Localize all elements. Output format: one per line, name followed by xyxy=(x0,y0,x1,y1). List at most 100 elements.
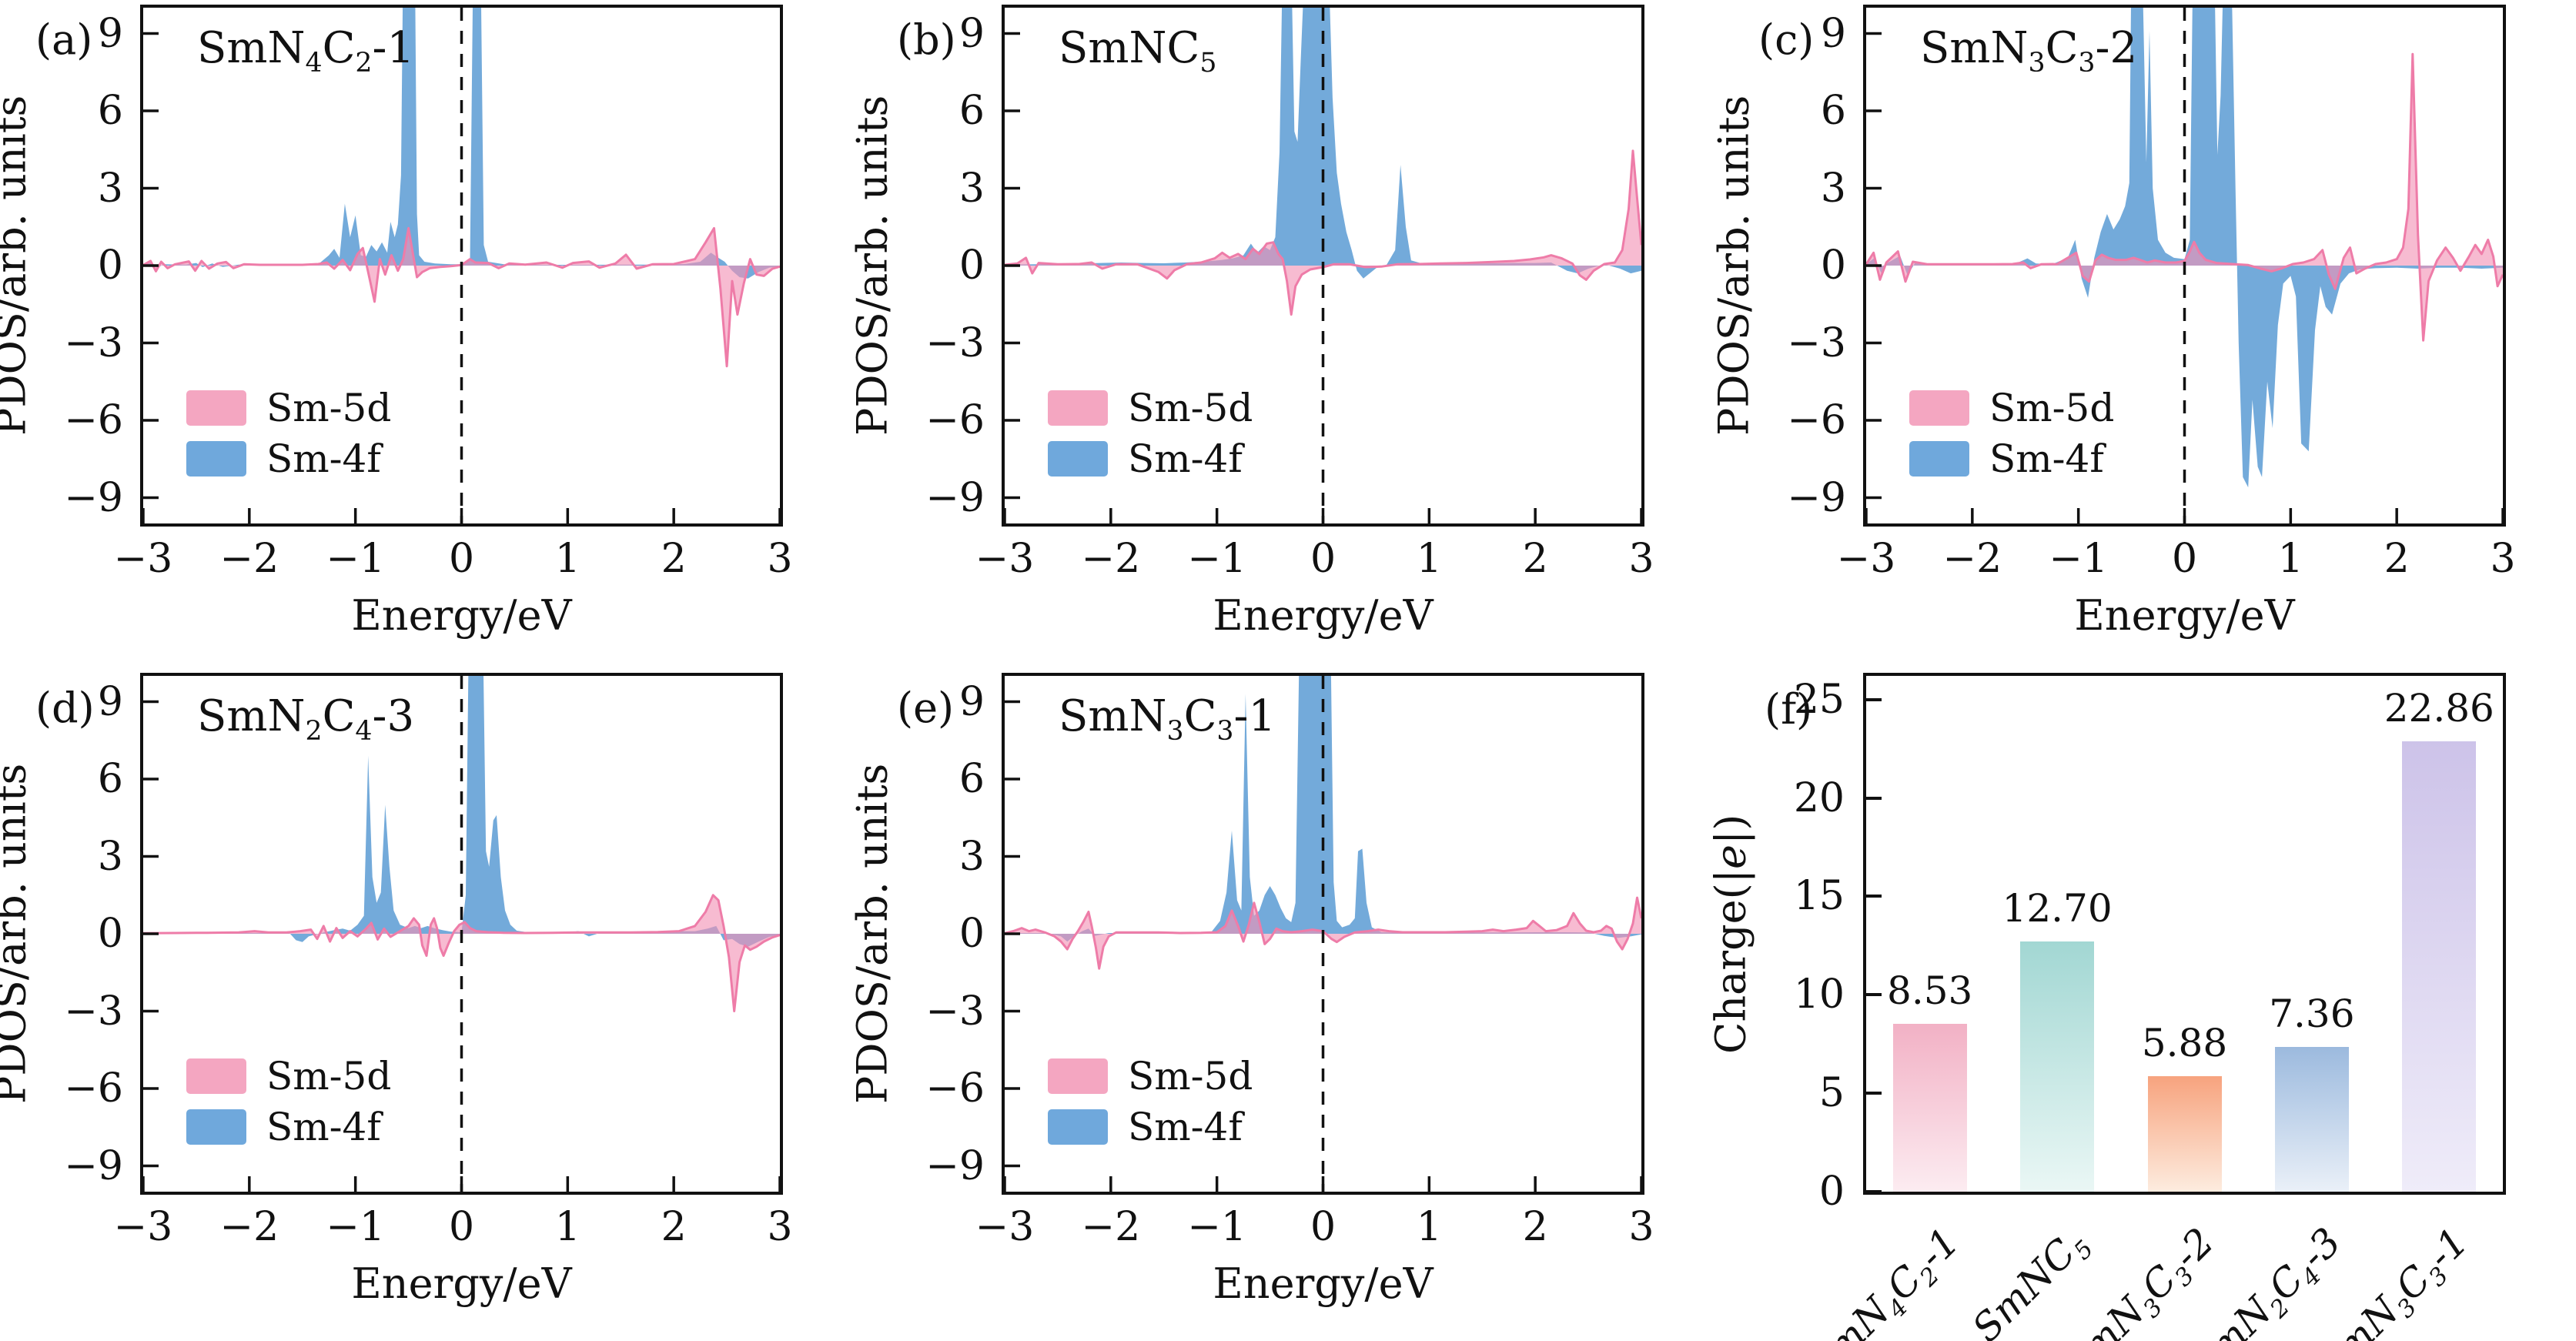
x-tick-label: 2 xyxy=(2384,536,2410,582)
x-tick-label: −3 xyxy=(975,1204,1035,1250)
legend-swatch-sm-4f xyxy=(1048,441,1108,477)
y-axis-label: PDOS/arb. units xyxy=(0,763,35,1105)
plot-box: SmN3C3-2 Sm-5d Sm-4f xyxy=(1863,5,2506,527)
legend-label: Sm-4f xyxy=(266,1105,381,1149)
y-tick-label: 25 xyxy=(1793,676,1845,723)
legend-label: Sm-5d xyxy=(266,1054,392,1099)
bar-SmNC5 xyxy=(2020,941,2095,1192)
x-tick-label: 1 xyxy=(2277,536,2303,582)
y-tick-label: −9 xyxy=(925,474,985,521)
y-tick-label: 6 xyxy=(958,756,985,802)
y-tick-label: 0 xyxy=(958,242,985,289)
legend-label: Sm-5d xyxy=(1128,1054,1253,1099)
y-tick-labels: 9 6 3 0 −3 −6 −9 xyxy=(906,676,985,1192)
x-tick-label: −2 xyxy=(219,536,279,582)
panel-tag: (e) xyxy=(897,684,955,732)
legend-swatch-sm-5d xyxy=(1048,390,1108,426)
y-tick-label: −3 xyxy=(925,988,985,1035)
line-sm5d xyxy=(1866,52,2503,342)
y-tick-label: 9 xyxy=(958,10,985,57)
area-sm4f xyxy=(1005,676,1641,942)
y-tick-mark xyxy=(1866,697,1882,701)
plot-box: SmN2C4-3 Sm-5d Sm-4f xyxy=(140,673,783,1195)
x-tick-label: −1 xyxy=(326,1204,385,1250)
y-tick-label: −9 xyxy=(64,474,123,521)
x-tick-label: 0 xyxy=(448,536,475,582)
legend-swatch-sm-5d xyxy=(1048,1058,1108,1094)
plot-box: 8.53 12.70 5.88 7.36 22.86 xyxy=(1863,673,2506,1195)
legend-swatch-sm-4f xyxy=(186,1109,246,1145)
legend: Sm-5d Sm-4f xyxy=(1909,386,2114,488)
bar-value-label: 22.86 xyxy=(2384,686,2494,731)
y-tick-label: 9 xyxy=(97,10,123,57)
y-tick-labels: 9 6 3 0 −3 −6 −9 xyxy=(906,8,985,523)
y-tick-label: −9 xyxy=(1787,474,1846,521)
legend-label: Sm-5d xyxy=(266,386,392,430)
legend-swatch-sm-5d xyxy=(186,390,246,426)
y-tick-labels: 0 5 10 15 20 25 xyxy=(1766,676,1845,1215)
y-tick-label: 9 xyxy=(958,678,985,725)
x-tick-label: 3 xyxy=(767,1204,793,1250)
x-tick-label: −1 xyxy=(1187,536,1246,582)
line-sm5d xyxy=(143,226,780,368)
y-tick-mark xyxy=(1866,993,1882,997)
x-tick-label: 2 xyxy=(1522,1204,1548,1250)
y-tick-label: −3 xyxy=(1787,319,1846,366)
x-axis-label: Energy/eV xyxy=(1213,591,1434,640)
pdos-plot-svg xyxy=(143,676,780,1192)
y-tick-label: 0 xyxy=(1818,1169,1845,1215)
y-tick-mark xyxy=(1866,796,1882,800)
x-tick-label: 3 xyxy=(1628,1204,1654,1250)
line-sm5d xyxy=(1005,149,1641,316)
plot-box: SmN4C2-1 Sm-5d Sm-4f xyxy=(140,5,783,527)
y-axis-label: PDOS/arb. units xyxy=(848,763,897,1105)
x-tick-label: 1 xyxy=(554,536,580,582)
y-tick-label: −6 xyxy=(64,397,123,443)
y-tick-label: −9 xyxy=(64,1142,123,1189)
x-tick-label: −1 xyxy=(2049,536,2108,582)
y-tick-label: −6 xyxy=(1787,397,1846,443)
panel-tag: (c) xyxy=(1758,15,1815,64)
legend-swatch-sm-4f xyxy=(1909,441,1969,477)
x-tick-label: 3 xyxy=(1628,536,1654,582)
legend-label: Sm-4f xyxy=(1989,436,2104,481)
y-tick-label: −3 xyxy=(64,319,123,366)
panel-title: SmN3C3-1 xyxy=(1059,691,1276,747)
legend: Sm-5d Sm-4f xyxy=(186,386,391,488)
y-tick-label: 20 xyxy=(1793,774,1845,821)
y-tick-label: 0 xyxy=(97,242,123,289)
panel-title: SmN4C2-1 xyxy=(197,23,415,79)
y-tick-mark xyxy=(1866,1190,1882,1193)
x-axis-label: Energy/eV xyxy=(2074,591,2295,640)
legend: Sm-5d Sm-4f xyxy=(1048,1054,1253,1156)
legend-swatch-sm-4f xyxy=(1048,1109,1108,1145)
legend-label: Sm-4f xyxy=(1128,436,1243,481)
legend-item: Sm-4f xyxy=(1048,1105,1253,1149)
x-tick-label: −1 xyxy=(1187,1204,1246,1250)
legend-swatch-sm-4f xyxy=(186,441,246,477)
y-tick-label: 3 xyxy=(958,833,985,880)
y-tick-label: −9 xyxy=(925,1142,985,1189)
x-tick-label: 1 xyxy=(1416,1204,1442,1250)
legend-label: Sm-5d xyxy=(1128,386,1253,430)
legend-item: Sm-4f xyxy=(1909,436,2114,481)
y-tick-label: 3 xyxy=(958,165,985,212)
y-tick-label: 3 xyxy=(97,165,123,212)
x-tick-label: 1 xyxy=(554,1204,580,1250)
x-tick-label: 2 xyxy=(661,536,687,582)
area-sm5d xyxy=(143,228,780,366)
x-tick-label: 0 xyxy=(2171,536,2198,582)
y-tick-label: 3 xyxy=(1820,165,1846,212)
bar-value-label: 8.53 xyxy=(1887,968,1973,1013)
bar-value-label: 12.70 xyxy=(2002,886,2113,931)
legend: Sm-5d Sm-4f xyxy=(186,1054,392,1156)
x-tick-label: 3 xyxy=(2490,536,2516,582)
legend-swatch-sm-5d xyxy=(1909,390,1969,426)
bar-SmN2C4-3 xyxy=(2274,1046,2349,1192)
x-tick-label: −3 xyxy=(975,536,1035,582)
x-tick-label: 0 xyxy=(1310,1204,1337,1250)
x-tick-label: 0 xyxy=(448,1204,475,1250)
y-tick-label: 9 xyxy=(1820,10,1846,57)
y-tick-labels: 9 6 3 0 −3 −6 −9 xyxy=(1768,8,1846,523)
